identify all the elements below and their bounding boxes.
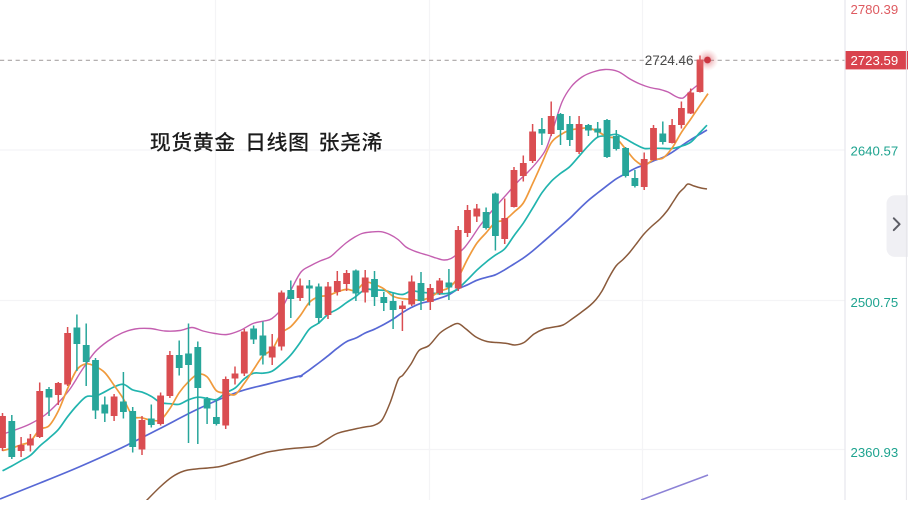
svg-text:2500.75: 2500.75: [851, 295, 899, 310]
svg-text:2360.93: 2360.93: [851, 445, 899, 460]
svg-text:2640.57: 2640.57: [851, 143, 899, 158]
svg-text:2723.59: 2723.59: [851, 53, 899, 68]
svg-text:2780.39: 2780.39: [851, 2, 899, 17]
svg-text:2724.46: 2724.46: [645, 53, 694, 68]
